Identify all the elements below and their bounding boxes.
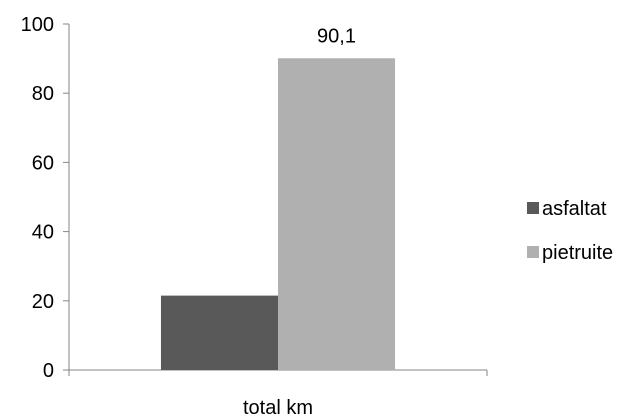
x-axis: total km bbox=[64, 369, 488, 419]
legend: asfaltat pietruite bbox=[527, 198, 613, 264]
legend-label-pietruite: pietruite bbox=[542, 242, 613, 264]
y-tick-label: 40 bbox=[32, 222, 54, 244]
y-tick-label: 80 bbox=[32, 83, 54, 105]
bars bbox=[160, 58, 396, 371]
legend-swatch-pietruite bbox=[527, 246, 539, 258]
y-tick-label: 20 bbox=[32, 291, 54, 313]
data-label-pietruite: 90,1 bbox=[317, 25, 356, 47]
legend-label-asfaltat: asfaltat bbox=[542, 198, 607, 220]
bar-pietruite bbox=[278, 58, 396, 371]
legend-swatch-asfaltat bbox=[527, 202, 539, 214]
y-tick-label: 60 bbox=[32, 152, 54, 174]
x-category-label: total km bbox=[243, 397, 313, 419]
y-axis: 0 20 40 60 80 100 bbox=[21, 14, 70, 382]
y-tick-label: 0 bbox=[43, 360, 54, 382]
y-tick-label: 100 bbox=[21, 14, 54, 36]
bar-asfaltat bbox=[160, 295, 278, 370]
data-labels: 90,1 bbox=[317, 25, 356, 47]
